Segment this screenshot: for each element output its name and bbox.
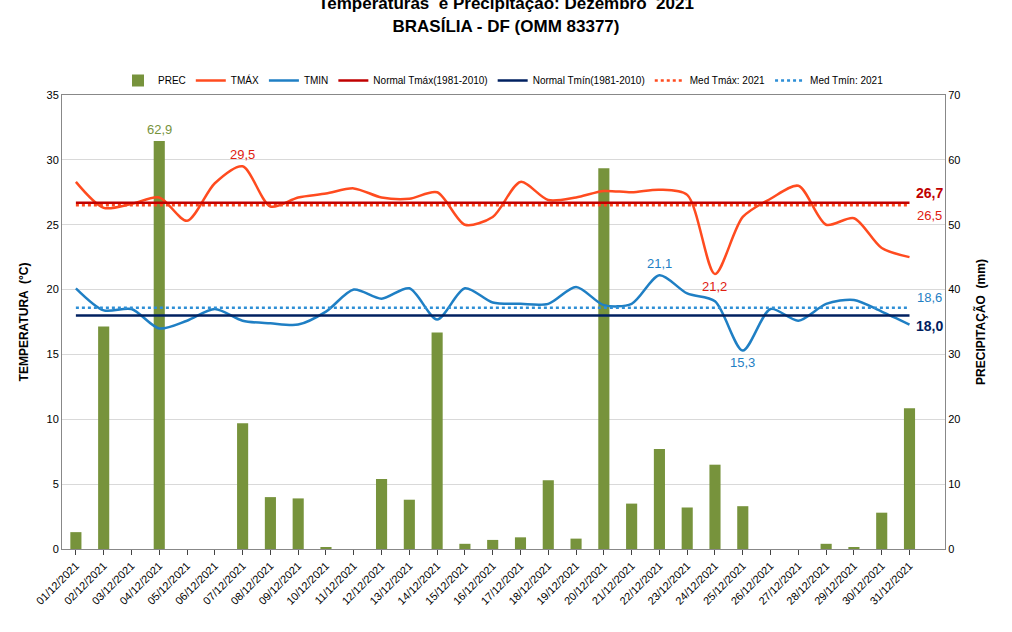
svg-text:60: 60: [948, 154, 960, 166]
svg-text:15,3: 15,3: [730, 355, 755, 370]
svg-text:5: 5: [53, 478, 59, 490]
svg-text:19/12/2021: 19/12/2021: [534, 560, 581, 607]
svg-text:15: 15: [47, 348, 59, 360]
svg-text:10: 10: [948, 478, 960, 490]
svg-text:Temperaturas e Precipitação:: Temperaturas e Precipitação: Dezembro 20…: [318, 0, 694, 36]
svg-text:30: 30: [47, 154, 59, 166]
svg-text:27/12/2021: 27/12/2021: [756, 560, 803, 607]
svg-text:15/12/2021: 15/12/2021: [423, 560, 470, 607]
svg-text:26/12/2021: 26/12/2021: [728, 560, 775, 607]
svg-text:18,6: 18,6: [917, 290, 942, 305]
svg-text:TMIN: TMIN: [304, 75, 328, 86]
svg-text:21,1: 21,1: [647, 256, 672, 271]
svg-text:18/12/2021: 18/12/2021: [506, 560, 553, 607]
svg-text:10: 10: [47, 413, 59, 425]
svg-text:PREC: PREC: [158, 75, 186, 86]
svg-text:03/12/2021: 03/12/2021: [89, 560, 136, 607]
svg-text:20: 20: [948, 413, 960, 425]
svg-text:Med Tmín: 2021: Med Tmín: 2021: [810, 75, 883, 86]
svg-text:50: 50: [948, 219, 960, 231]
svg-text:02/12/2021: 02/12/2021: [62, 560, 109, 607]
svg-text:23/12/2021: 23/12/2021: [645, 560, 692, 607]
svg-text:25: 25: [47, 219, 59, 231]
svg-text:14/12/2021: 14/12/2021: [395, 560, 442, 607]
svg-text:35: 35: [47, 89, 59, 101]
svg-text:30/12/2021: 30/12/2021: [840, 560, 887, 607]
svg-text:12/12/2021: 12/12/2021: [339, 560, 386, 607]
svg-text:29,5: 29,5: [230, 147, 255, 162]
svg-text:08/12/2021: 08/12/2021: [228, 560, 275, 607]
svg-text:18,0: 18,0: [916, 318, 943, 334]
svg-text:07/12/2021: 07/12/2021: [200, 560, 247, 607]
svg-text:PRECIPITAÇÃO (mm): PRECIPITAÇÃO (mm): [973, 259, 988, 385]
svg-text:0: 0: [53, 543, 59, 555]
svg-text:20/12/2021: 20/12/2021: [562, 560, 609, 607]
svg-text:TMÁX: TMÁX: [231, 74, 259, 86]
svg-text:26,7: 26,7: [916, 185, 943, 201]
svg-text:05/12/2021: 05/12/2021: [145, 560, 192, 607]
svg-text:17/12/2021: 17/12/2021: [478, 560, 525, 607]
svg-text:TEMPERATURA (°C): TEMPERATURA (°C): [17, 263, 31, 382]
svg-text:70: 70: [948, 89, 960, 101]
svg-text:16/12/2021: 16/12/2021: [451, 560, 498, 607]
svg-text:Normal Tmín(1981-2010): Normal Tmín(1981-2010): [533, 75, 645, 86]
svg-text:11/12/2021: 11/12/2021: [312, 560, 359, 607]
svg-text:31/12/2021: 31/12/2021: [867, 560, 914, 607]
svg-text:04/12/2021: 04/12/2021: [117, 560, 164, 607]
svg-text:29/12/2021: 29/12/2021: [812, 560, 859, 607]
svg-text:21/12/2021: 21/12/2021: [590, 560, 637, 607]
svg-text:Med Tmáx: 2021: Med Tmáx: 2021: [690, 75, 765, 86]
svg-text:13/12/2021: 13/12/2021: [367, 560, 414, 607]
svg-text:26,5: 26,5: [917, 208, 942, 223]
svg-text:06/12/2021: 06/12/2021: [173, 560, 220, 607]
svg-text:09/12/2021: 09/12/2021: [256, 560, 303, 607]
svg-text:24/12/2021: 24/12/2021: [673, 560, 720, 607]
svg-text:30: 30: [948, 348, 960, 360]
svg-text:62,9: 62,9: [147, 122, 172, 137]
svg-text:0: 0: [948, 543, 954, 555]
svg-text:21,2: 21,2: [702, 279, 727, 294]
svg-text:20: 20: [47, 283, 59, 295]
svg-text:Normal Tmáx(1981-2010): Normal Tmáx(1981-2010): [373, 75, 487, 86]
svg-text:28/12/2021: 28/12/2021: [784, 560, 831, 607]
svg-text:10/12/2021: 10/12/2021: [284, 560, 331, 607]
svg-text:40: 40: [948, 283, 960, 295]
svg-text:01/12/2021: 01/12/2021: [34, 560, 81, 607]
svg-text:25/12/2021: 25/12/2021: [701, 560, 748, 607]
svg-text:22/12/2021: 22/12/2021: [617, 560, 664, 607]
